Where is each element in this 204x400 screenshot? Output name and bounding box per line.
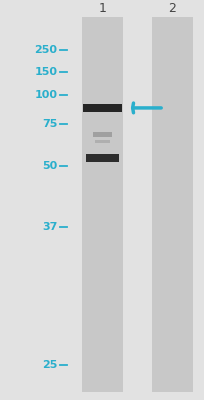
Text: 75: 75 [42,119,57,129]
Bar [151,17,192,392]
Bar [93,132,111,137]
Bar [85,154,119,162]
Text: 150: 150 [34,67,57,77]
Bar [82,17,122,392]
Text: 37: 37 [42,222,57,232]
Text: 250: 250 [34,44,57,54]
Text: 25: 25 [42,360,57,370]
Text: 100: 100 [34,90,57,100]
Text: 50: 50 [42,160,57,170]
Bar [82,104,122,112]
Bar [95,140,109,143]
Text: 2: 2 [167,2,175,15]
Text: 1: 1 [98,2,106,15]
